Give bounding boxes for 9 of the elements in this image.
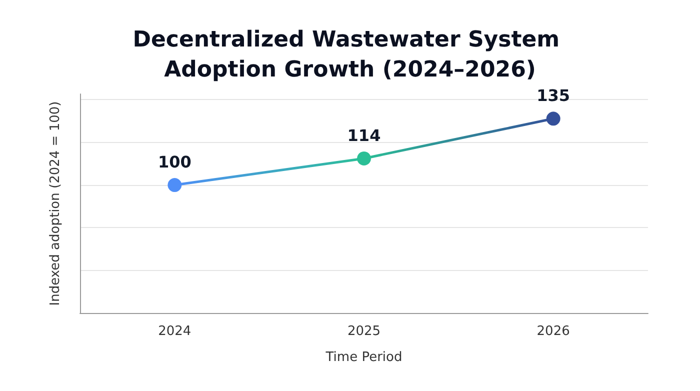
x-tick-label: 2024 (158, 324, 192, 339)
data-label: 135 (536, 86, 570, 106)
y-axis-title: Indexed adoption (2024 = 100) (48, 101, 63, 306)
data-label: 100 (158, 152, 192, 172)
x-axis-title: Time Period (324, 350, 402, 365)
x-tick-label: 2025 (347, 324, 381, 339)
chart-title: Decentralized Wastewater System Adoption Growth (2024–2026) (132, 28, 568, 82)
x-tick-label: 2026 (536, 324, 570, 339)
data-label: 114 (347, 126, 381, 145)
